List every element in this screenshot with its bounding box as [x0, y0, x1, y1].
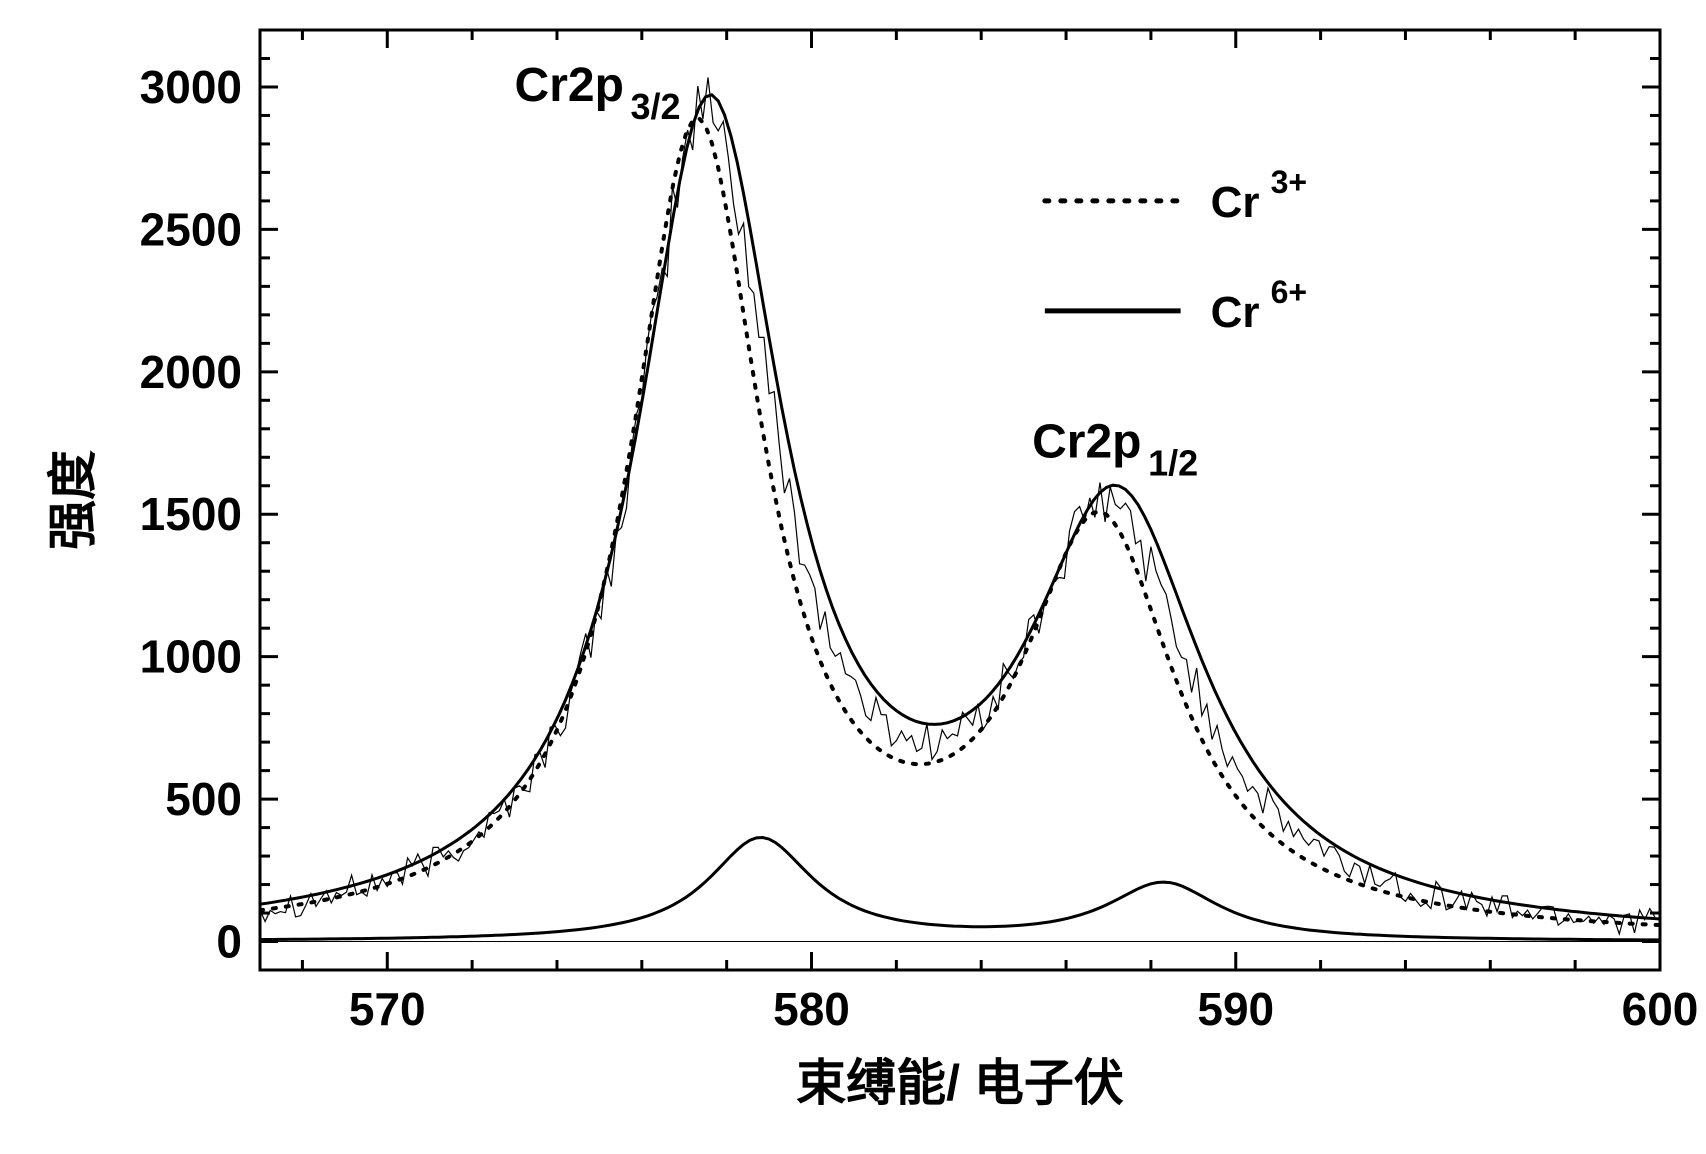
x-tick-label: 600	[1622, 983, 1699, 1035]
legend-item: Cr 3+	[1045, 164, 1307, 227]
peak-label: Cr2p1/2	[1032, 415, 1198, 483]
peak-label: Cr2p3/2	[515, 59, 681, 127]
y-tick-label: 3000	[140, 61, 242, 113]
y-tick-label: 2500	[140, 203, 242, 255]
svg-text:Cr2p: Cr2p	[1032, 415, 1141, 468]
legend-item: Cr 6+	[1045, 274, 1307, 337]
chart-svg: 570 580 590 600 束缚能/ 电子伏 0 500 1000 1500 2000 2500…	[0, 0, 1706, 1154]
legend-sup: 6+	[1271, 274, 1307, 310]
x-tick-label: 590	[1197, 983, 1274, 1035]
svg-text:Cr2p: Cr2p	[515, 59, 624, 112]
legend-sup: 3+	[1271, 164, 1307, 200]
x-tick-label: 580	[773, 983, 850, 1035]
plot-frame	[260, 30, 1660, 970]
svg-text:3/2: 3/2	[631, 86, 681, 127]
x-tick-label: 570	[349, 983, 426, 1035]
legend-label: Cr	[1211, 178, 1260, 227]
y-tick-label: 1500	[140, 488, 242, 540]
xps-chart: 570 580 590 600 束缚能/ 电子伏 0 500 1000 1500 2000 2500…	[0, 0, 1706, 1154]
y-axis-title: 强度	[45, 450, 101, 550]
svg-text:1/2: 1/2	[1148, 442, 1198, 483]
cr3-fit-dotted	[260, 118, 1660, 925]
raw-spectrum	[260, 78, 1655, 935]
y-tick-label: 2000	[140, 346, 242, 398]
legend-label: Cr	[1211, 288, 1260, 337]
envelope-fit	[260, 95, 1660, 919]
y-tick-label: 500	[165, 773, 242, 825]
y-tick-label: 0	[216, 916, 242, 968]
x-axis-title: 束缚能/ 电子伏	[796, 1055, 1124, 1111]
cr6-fit	[260, 838, 1660, 941]
y-tick-label: 1000	[140, 631, 242, 683]
